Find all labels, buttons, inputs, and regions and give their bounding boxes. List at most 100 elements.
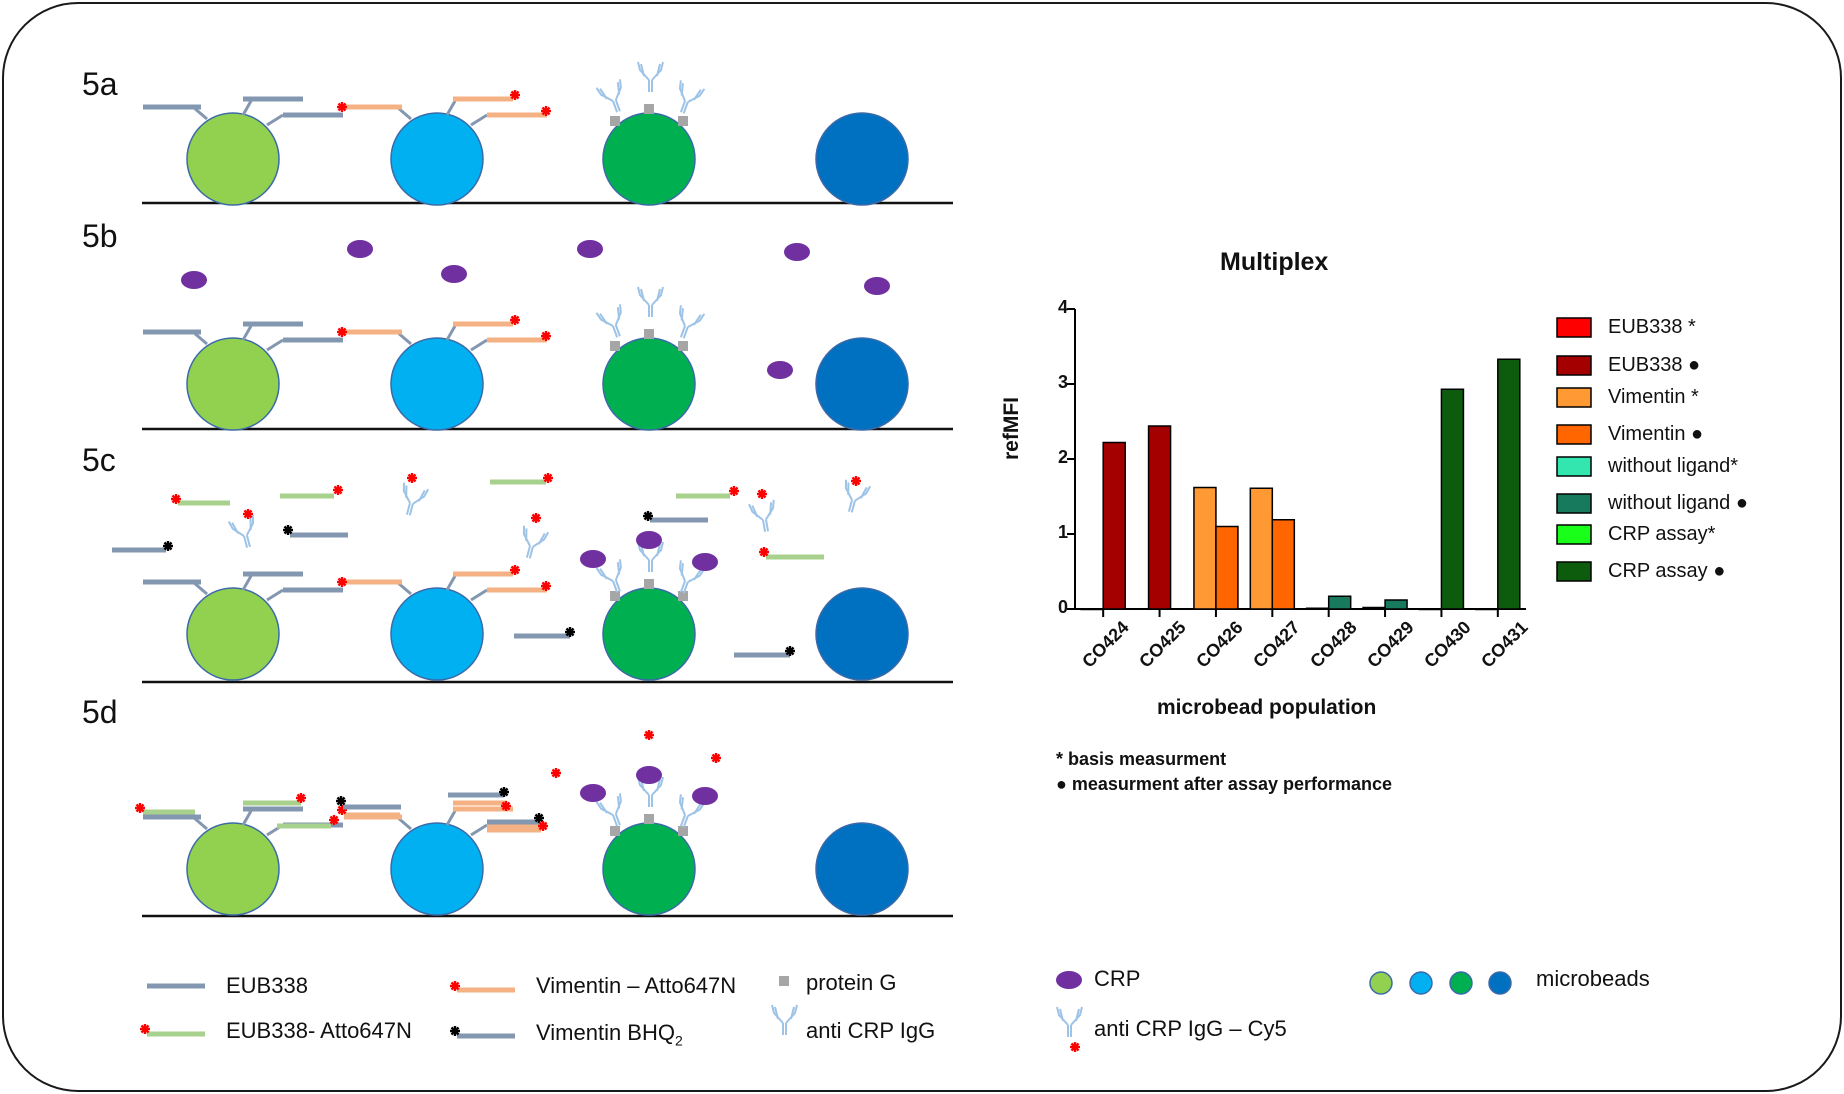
linker [445,100,457,116]
antibody-arm [231,522,240,534]
antibody-arm [656,288,661,302]
antibody-arm [616,562,621,575]
legend-microbead-icon [1409,971,1433,995]
bar [1080,608,1104,611]
crp-bound [636,531,662,549]
antibody-stem [762,519,767,532]
antibody-stem [528,546,534,559]
crp-bound [692,553,718,571]
star-ray [643,511,653,521]
legend-crp-icon [1056,971,1082,989]
star-icon [333,485,343,495]
antibody-arm [532,531,550,548]
microbead-light-green [186,587,280,681]
protein-g [610,826,620,836]
antibody-stem [612,580,619,593]
legend-microbead-icon [1488,971,1512,995]
chart-legend-swatch [1556,355,1592,376]
star-ray [501,801,511,811]
anti-crp-cy5-icon [227,514,255,548]
antibody-arm [637,61,650,81]
antibody-stem [679,325,686,338]
antibody-arm [687,313,706,328]
bar [1305,607,1330,610]
antibody-arm [640,63,645,77]
panel-label-5c: 5c [82,442,116,478]
antibody-stem [679,814,686,827]
antibody-arm [847,482,850,495]
vimentin-bhq-text: Vimentin BHQ [536,1020,675,1045]
antibody-arm [402,482,411,504]
antibody-arm [687,802,706,817]
linker [241,100,253,116]
antibody-arm [1070,1006,1083,1026]
anti-crp-igg-icon [678,560,706,594]
antibody-stem [679,580,686,593]
chart-legend-label: EUB338 * [1608,316,1696,338]
star-icon [243,509,253,519]
star-ray [499,787,509,797]
linker [470,588,488,602]
antibody-stem [682,581,689,594]
star-icon [1070,1042,1080,1052]
star-ray [296,793,306,803]
star-ray [337,327,347,337]
linker [266,338,284,352]
microbead-light-blue [390,822,484,916]
antibody-arm [599,802,608,814]
protein-g [644,579,654,589]
antibody-arm [525,528,528,541]
star-ray [531,513,541,523]
star-ray [135,803,145,813]
star-ray [510,315,520,325]
antibody-arm [687,88,706,103]
chart-legend-swatch [1556,493,1592,514]
star-icon [711,753,721,763]
protein-g [678,341,688,351]
linker [445,810,457,826]
antibody-arm [656,63,661,77]
microbead-light-blue [390,587,484,681]
microbead-dark-blue [815,822,909,916]
bar [1440,388,1465,610]
legend-microbead-icon [1449,971,1473,995]
star-icon [450,1026,460,1036]
antibody-arm [595,567,614,582]
star-ray [785,646,795,656]
chart-legend-label: without ligand ● [1608,492,1748,514]
antibody-stem [408,503,414,516]
star-icon [759,547,769,557]
legend-microbead-icon [1369,971,1393,995]
antibody-arm [1056,1006,1069,1026]
atto647n-star [337,327,347,337]
bar [1384,599,1408,610]
antibody-stem [614,99,621,112]
bar [1102,441,1126,610]
antibody-stem [682,815,689,828]
antibody-stem [682,326,689,339]
star-ray [337,577,347,587]
antibody-stem [405,502,411,515]
antibody-arm [680,308,684,321]
antibody-stem [764,519,770,532]
antibody-arm [678,305,686,327]
legend-microbeads-label: microbeads [1536,966,1650,991]
star-icon [329,815,339,825]
crp-molecule [577,240,603,258]
anti-crp-igg-icon [595,79,622,113]
antibody-stem [243,535,249,548]
star-icon [140,1024,150,1034]
antibody-arm [249,517,252,531]
crp-bound [692,787,718,805]
star-ray [329,815,339,825]
anti-crp-cy5-icon [595,793,622,827]
star-icon [851,476,861,486]
star-ray [541,106,551,116]
antibody-stem [612,814,619,827]
legend-eub338-label: EUB338 [226,973,308,998]
star-icon [785,646,795,656]
antibody-arm [616,307,621,320]
bar [1193,486,1217,610]
